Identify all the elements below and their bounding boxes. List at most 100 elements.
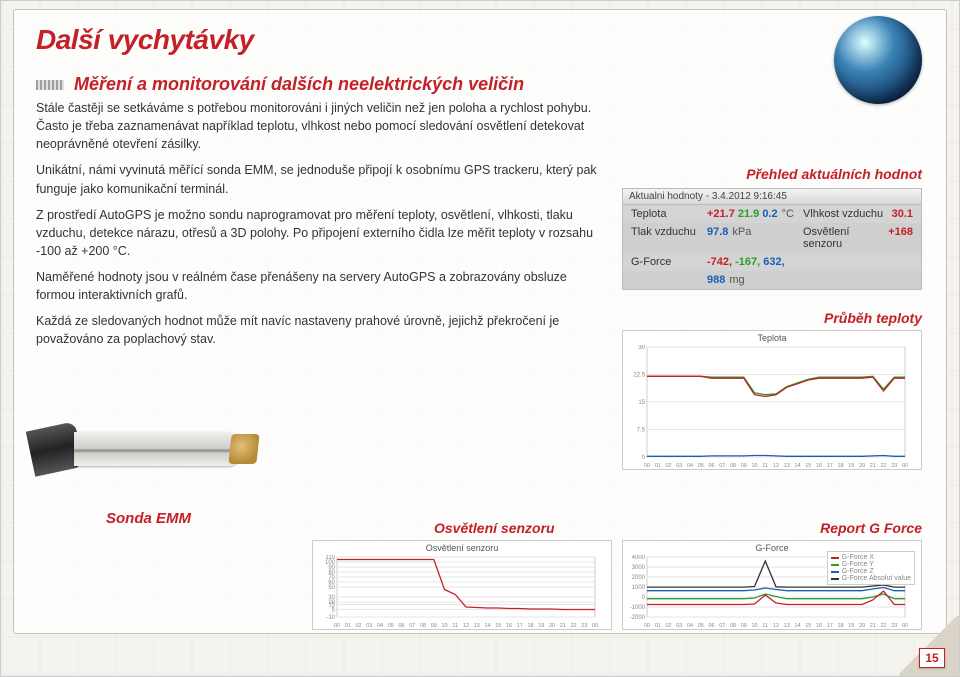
paragraph: Unikátní, námi vyvinutá měřící sonda EMM… <box>36 161 606 197</box>
sonda-body <box>74 432 244 466</box>
kv-right <box>803 274 913 286</box>
svg-text:15: 15 <box>805 463 811 469</box>
svg-text:18: 18 <box>527 623 533 629</box>
svg-text:00: 00 <box>902 623 908 629</box>
svg-text:12: 12 <box>773 623 779 629</box>
svg-text:06: 06 <box>708 463 714 469</box>
body-column: Stále častěji se setkáváme s potřebou mo… <box>36 99 606 349</box>
chart-gforce: G-Force -2000-10000100020003000400000010… <box>622 540 922 630</box>
svg-text:19: 19 <box>848 623 854 629</box>
chart-title: Teplota <box>623 331 921 345</box>
paragraph: Stále častěji se setkáváme s potřebou mo… <box>36 99 606 153</box>
svg-text:17: 17 <box>827 623 833 629</box>
kv-header: Aktualni hodnoty - 3.4.2012 9:16:45 <box>623 189 921 205</box>
svg-text:20: 20 <box>859 623 865 629</box>
sonda-emm-image <box>34 390 254 510</box>
svg-text:2000: 2000 <box>632 575 646 581</box>
kv-value: 97.8kPa <box>707 226 803 250</box>
svg-text:0: 0 <box>642 455 646 461</box>
svg-text:20: 20 <box>859 463 865 469</box>
svg-text:110: 110 <box>325 555 335 561</box>
chart-osvetleni: Osvětlení senzoru -105152030506070809010… <box>312 540 612 630</box>
svg-text:10: 10 <box>751 463 757 469</box>
svg-text:-10: -10 <box>326 615 335 621</box>
kv-label <box>631 274 707 286</box>
svg-text:00: 00 <box>334 623 340 629</box>
svg-text:22: 22 <box>880 623 886 629</box>
svg-text:04: 04 <box>687 623 693 629</box>
svg-text:11: 11 <box>452 623 458 629</box>
svg-text:00: 00 <box>592 623 598 629</box>
svg-text:19: 19 <box>848 463 854 469</box>
svg-text:00: 00 <box>902 463 908 469</box>
svg-text:03: 03 <box>676 463 682 469</box>
svg-text:14: 14 <box>794 623 800 629</box>
paragraph: Každá ze sledovaných hodnot může mít nav… <box>36 312 606 348</box>
kv-label: Teplota <box>631 208 707 220</box>
globe-icon <box>834 16 922 104</box>
svg-text:13: 13 <box>474 623 480 629</box>
kv-row: Tlak vzduchu97.8kPaOsvětlení senzoru+168 <box>623 223 921 253</box>
svg-text:05: 05 <box>698 623 704 629</box>
svg-text:30: 30 <box>328 595 335 601</box>
svg-text:03: 03 <box>676 623 682 629</box>
section-heading-row: Měření a monitorování dalších neelektric… <box>36 74 924 95</box>
label-osvetleni: Osvětlení senzoru <box>434 520 555 536</box>
svg-text:7.5: 7.5 <box>637 428 646 434</box>
kv-row: 988mg <box>623 271 921 289</box>
svg-text:00: 00 <box>644 463 650 469</box>
svg-text:01: 01 <box>655 623 661 629</box>
svg-text:21: 21 <box>870 623 876 629</box>
svg-text:07: 07 <box>409 623 415 629</box>
label-prubeh-teploty: Průběh teploty <box>824 310 922 326</box>
svg-text:12: 12 <box>773 463 779 469</box>
chart-teplota-svg: 07.51522.5300001020304050607080910111213… <box>623 345 923 469</box>
kv-value: -742, -167, 632, <box>707 256 803 268</box>
paragraph: Z prostředí AutoGPS je možno sondu napro… <box>36 206 606 260</box>
chart-legend: G-Force XG-Force YG-Force ZG-Force Absol… <box>827 551 915 585</box>
kv-row: Teplota+21.7 21.9 0.2°CVlhkost vzduchu30… <box>623 205 921 223</box>
svg-text:11: 11 <box>762 463 768 469</box>
kv-rows: Teplota+21.7 21.9 0.2°CVlhkost vzduchu30… <box>623 205 921 289</box>
kv-value: 988mg <box>707 274 803 286</box>
label-gforce: Report G Force <box>820 520 922 536</box>
svg-text:22: 22 <box>880 463 886 469</box>
svg-text:-2000: -2000 <box>630 615 646 621</box>
svg-text:30: 30 <box>638 345 645 351</box>
svg-text:02: 02 <box>355 623 361 629</box>
svg-text:13: 13 <box>784 623 790 629</box>
kv-widget: Aktualni hodnoty - 3.4.2012 9:16:45 Tepl… <box>622 188 922 290</box>
svg-text:16: 16 <box>816 463 822 469</box>
svg-text:07: 07 <box>719 463 725 469</box>
chart-osvetleni-svg: -105152030506070809010011000010203040506… <box>313 555 613 629</box>
svg-text:07: 07 <box>719 623 725 629</box>
svg-text:15: 15 <box>805 623 811 629</box>
content-box: Další vychytávky Měření a monitorování d… <box>13 9 947 634</box>
svg-text:16: 16 <box>816 623 822 629</box>
svg-text:09: 09 <box>741 623 747 629</box>
kv-row: G-Force-742, -167, 632, <box>623 253 921 271</box>
svg-text:02: 02 <box>665 463 671 469</box>
svg-text:09: 09 <box>431 623 437 629</box>
svg-text:17: 17 <box>517 623 523 629</box>
label-sonda: Sonda EMM <box>106 510 191 527</box>
svg-text:0: 0 <box>642 595 646 601</box>
svg-text:06: 06 <box>708 623 714 629</box>
svg-text:23: 23 <box>891 623 897 629</box>
page: Další vychytávky Měření a monitorování d… <box>0 0 960 677</box>
svg-text:10: 10 <box>441 623 447 629</box>
svg-text:-1000: -1000 <box>630 605 646 611</box>
svg-text:08: 08 <box>730 623 736 629</box>
svg-text:4000: 4000 <box>632 555 646 561</box>
kv-right: Vlhkost vzduchu30.1 <box>803 208 913 220</box>
svg-text:01: 01 <box>655 463 661 469</box>
svg-text:01: 01 <box>345 623 351 629</box>
svg-text:05: 05 <box>388 623 394 629</box>
kv-right: Osvětlení senzoru+168 <box>803 226 913 250</box>
svg-text:23: 23 <box>891 463 897 469</box>
svg-text:10: 10 <box>751 623 757 629</box>
stripe-icon <box>36 80 64 90</box>
svg-text:03: 03 <box>366 623 372 629</box>
svg-text:09: 09 <box>741 463 747 469</box>
svg-text:21: 21 <box>870 463 876 469</box>
